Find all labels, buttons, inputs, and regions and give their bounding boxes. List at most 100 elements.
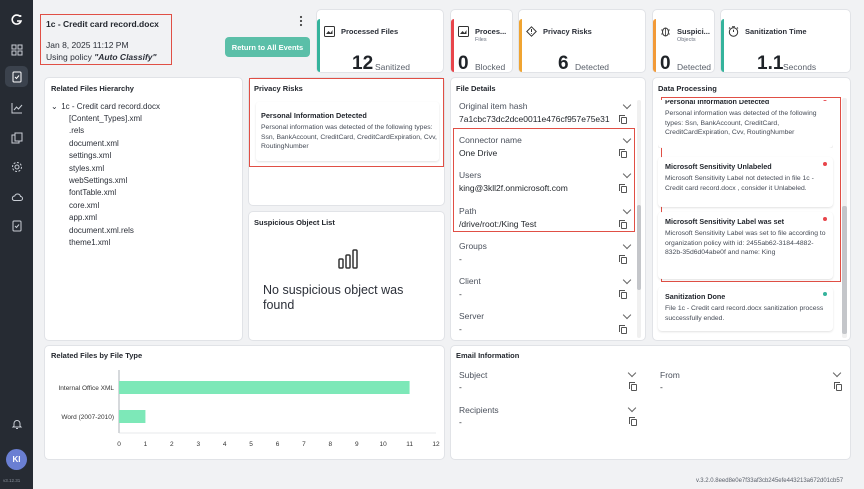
status-dot-icon [823,162,827,166]
field-value: /drive/root:/King Test [459,219,537,229]
tree-root[interactable]: ⌄ 1c - Credit card record.docx [51,101,160,113]
x-tick-label: 12 [432,441,440,448]
x-tick-label: 8 [329,441,333,448]
processing-step-title: Personal Information Detected [665,97,770,106]
events-icon[interactable] [5,66,28,87]
copy-icon[interactable] [619,184,627,193]
field-value: - [459,324,462,334]
chevron-down-icon[interactable] [627,403,637,413]
stat-card-privacy-risks[interactable]: Privacy Risks 6 Detected [518,9,646,74]
processing-step-title: Microsoft Sensitivity Unlabeled [665,162,772,171]
tree-item[interactable]: [Content_Types].xml [69,114,142,123]
stat-sublabel: Objects [677,37,696,43]
scrollbar-track[interactable] [637,100,641,338]
stat-unit: Blocked [475,62,506,72]
file-details-highlight [453,128,635,232]
copy-icon[interactable] [619,149,627,158]
empty-state-text: No suspicious object was found [263,283,404,312]
stat-accent-bar [451,19,454,72]
copy-icon[interactable] [629,382,637,391]
tree-item[interactable]: theme1.xml [69,238,111,248]
copy-icon[interactable] [629,417,637,426]
x-tick-label: 1 [144,441,148,448]
stat-sublabel: Files [475,37,487,43]
cloud-icon[interactable] [9,189,24,204]
stat-label: Processed Files [341,27,399,36]
stat-card-processed-files[interactable]: Processed Files 12 Sanitized [316,9,444,74]
field-value: One Drive [459,148,498,158]
copy-icon[interactable] [619,290,627,299]
x-tick-label: 10 [380,441,388,448]
stat-value: 0 [660,53,671,74]
stat-label: Proces... [475,27,507,36]
status-dot-icon [823,292,827,296]
x-tick-label: 7 [302,441,306,448]
field-value: 7a1cbc73dc2dce0011e476cf957e75e31 [459,114,610,124]
email-from-label: From [660,370,680,380]
tree-item[interactable]: .rels [69,126,85,136]
policy-prefix: Using policy [46,52,95,62]
logo-icon[interactable] [9,12,24,27]
files-icon [324,26,335,37]
suspicious-object-list-panel: Suspicious Object List No suspicious obj… [248,211,445,341]
tree-item[interactable]: fontTable.xml [69,188,117,198]
policy-icon[interactable] [9,218,24,233]
files-icon [458,26,469,37]
analytics-icon[interactable] [9,100,24,115]
chevron-down-icon[interactable] [832,368,842,378]
panel-title: Data Processing [658,84,717,93]
panel-title: File Details [456,84,496,93]
copy-icon[interactable] [619,220,627,229]
stat-label: Suspici... [677,27,710,36]
tree-root-label: 1c - Credit card record.docx [61,102,160,111]
policy-name: "Auto Classify" [94,52,157,62]
processing-step[interactable]: Microsoft Sensitivity Unlabeled Microsoft… [658,157,833,207]
timer-icon [728,26,739,37]
scrollbar-track[interactable] [842,98,847,338]
copy-icon[interactable] [619,325,627,334]
copy-icon[interactable] [834,382,842,391]
tree-item[interactable]: document.xml [69,138,119,148]
bar-word-2007-2010- [119,410,146,423]
more-vertical-icon[interactable] [297,15,305,27]
chevron-down-icon[interactable] [627,368,637,378]
warning-icon [526,26,537,37]
category-label: Internal Office XML [58,385,114,392]
tree-item[interactable]: styles.xml [69,163,105,173]
stat-card-suspicious-objects[interactable]: Suspici... Objects 0 Detected [652,9,715,74]
stat-unit: Seconds [783,62,817,72]
bar-internal-office-xml [119,381,410,394]
copy-icon[interactable] [619,255,627,264]
bell-icon[interactable] [9,416,24,431]
field-value: - [459,289,462,299]
stat-value: 12 [352,53,374,74]
settings-icon[interactable] [9,159,24,174]
tree-item[interactable]: webSettings.xml [69,176,128,186]
return-to-all-events-button[interactable]: Return to All Events [225,37,310,57]
tree-item[interactable]: app.xml [69,213,98,223]
processing-step-body: Microsoft Sensitivity Label not detected… [665,175,814,192]
chevron-down-icon[interactable]: ⌄ [51,102,58,111]
rail-version: v3.12.31 [3,478,21,483]
tree-item[interactable]: settings.xml [69,151,112,161]
event-policy: Using policy "Auto Classify" [46,52,157,62]
reports-icon[interactable] [9,130,24,145]
stat-label: Sanitization Time [745,27,807,36]
processing-step[interactable]: Microsoft Sensitivity Label was set Micro… [658,212,833,279]
user-avatar[interactable]: KI [6,449,27,470]
stat-card-sanitization-time[interactable]: Sanitization Time 1.1 Seconds [720,9,851,74]
left-navigation-rail: KI v3.12.31 [0,0,33,489]
stat-card-processed-files-blocked[interactable]: Proces... Files 0 Blocked [450,9,513,74]
dashboard-icon[interactable] [9,42,24,57]
processing-step-body: Personal information was detected of the… [665,110,817,137]
privacy-risk-item[interactable]: Personal Information Detected Personal i… [256,102,439,161]
processing-step[interactable]: Personal Information Detected Personal in… [658,97,833,148]
tree-item[interactable]: core.xml [69,200,100,210]
tree-item[interactable]: document.xml.rels [69,225,134,235]
scrollbar-thumb[interactable] [637,205,641,290]
processing-step[interactable]: Sanitization Done File 1c - Credit card r… [658,287,833,331]
copy-icon[interactable] [619,115,627,124]
related-files-hierarchy-panel: Related Files Hierarchy ⌄ 1c - Credit ca… [44,77,243,341]
scrollbar-thumb[interactable] [842,206,847,334]
version-footer: v.3.2.0.8eed8e0e7f33af3cb245efe443213a67… [696,478,844,484]
